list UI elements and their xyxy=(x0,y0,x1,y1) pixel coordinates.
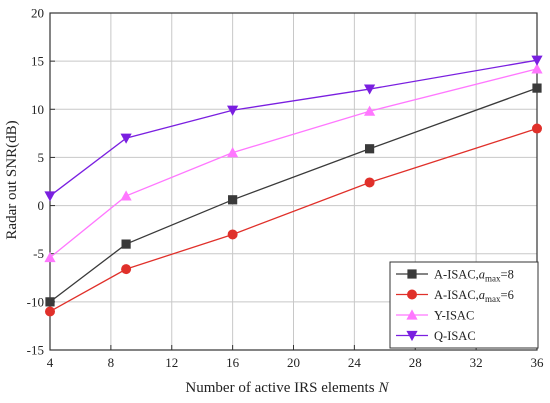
data-point-square xyxy=(407,269,417,279)
data-point-triangle-down xyxy=(363,84,376,95)
y-tick-label: -10 xyxy=(27,294,44,309)
data-point-triangle-down xyxy=(406,330,418,342)
data-point-triangle-down xyxy=(120,133,132,144)
x-tick-label: 4 xyxy=(47,355,54,370)
x-tick-label: 20 xyxy=(287,355,300,370)
y-tick-label: -15 xyxy=(27,343,44,358)
data-point-circle xyxy=(364,177,375,188)
series-1 xyxy=(45,83,542,307)
y-tick-label: 20 xyxy=(31,6,44,21)
data-point-circle xyxy=(45,306,55,317)
data-point-triangle-up xyxy=(363,105,376,116)
x-axis-label-variable: N xyxy=(378,380,390,396)
x-tick-label: 16 xyxy=(226,355,240,370)
data-point-triangle-up xyxy=(44,251,56,263)
y-axis-label: Radar out SNR(dB) xyxy=(4,120,20,239)
x-tick-label: 24 xyxy=(348,355,362,370)
legend-label: A-ISAC,amax=6 xyxy=(434,288,514,304)
data-point-circle xyxy=(121,264,132,275)
legend-label: Q-ISAC xyxy=(434,329,476,343)
data-point-square xyxy=(121,239,131,249)
data-point-triangle-down xyxy=(44,191,56,202)
legend-entry-1: A-ISAC,amax=8 xyxy=(396,268,514,284)
data-point-square xyxy=(45,297,55,307)
data-point-triangle-up xyxy=(406,309,418,320)
x-axis-label: Number of active IRS elements N xyxy=(185,380,389,396)
data-point-triangle-up xyxy=(120,190,132,201)
data-point-triangle-up xyxy=(227,147,239,158)
x-tick-label: 36 xyxy=(531,355,545,370)
x-tick-label: 32 xyxy=(470,355,483,370)
y-tick-label: 0 xyxy=(38,198,45,213)
x-tick-label: 12 xyxy=(165,355,178,370)
legend-label: A-ISAC,amax=8 xyxy=(434,268,514,284)
data-point-triangle-down xyxy=(531,55,543,66)
data-point-triangle-down xyxy=(227,105,239,116)
data-point-square xyxy=(364,144,375,154)
data-point-circle xyxy=(532,123,542,134)
y-tick-label: 5 xyxy=(38,150,45,165)
legend-entry-4: Q-ISAC xyxy=(396,329,476,343)
series-layer xyxy=(44,55,543,317)
y-tick-label: 10 xyxy=(31,102,44,117)
series-4 xyxy=(44,55,543,202)
data-point-square xyxy=(228,195,238,205)
grid-lines xyxy=(50,13,537,350)
data-point-circle xyxy=(227,229,238,240)
data-point-circle xyxy=(407,289,417,300)
y-tick-label: -5 xyxy=(33,246,44,261)
legend-label: Y-ISAC xyxy=(434,309,474,323)
axis-ticks: 4 8 12 16 20 24 28 32 36 -15 -10 -5 0 5 10 15 20 xyxy=(27,6,544,371)
legend: A-ISAC,amax=8 A-ISAC,amax=6 Y-ISAC Q-ISAC xyxy=(389,261,539,349)
y-tick-label: 15 xyxy=(31,54,44,69)
x-axis-label-text: Number of active IRS elements xyxy=(185,380,374,396)
legend-entry-2: A-ISAC,amax=6 xyxy=(396,288,514,304)
x-tick-label: 28 xyxy=(409,355,422,370)
series-3 xyxy=(44,63,543,263)
data-point-square xyxy=(532,83,542,93)
series-2 xyxy=(45,123,542,317)
legend-entry-3: Y-ISAC xyxy=(396,309,474,323)
x-tick-label: 8 xyxy=(108,355,115,370)
data-point-triangle-up xyxy=(531,63,543,74)
